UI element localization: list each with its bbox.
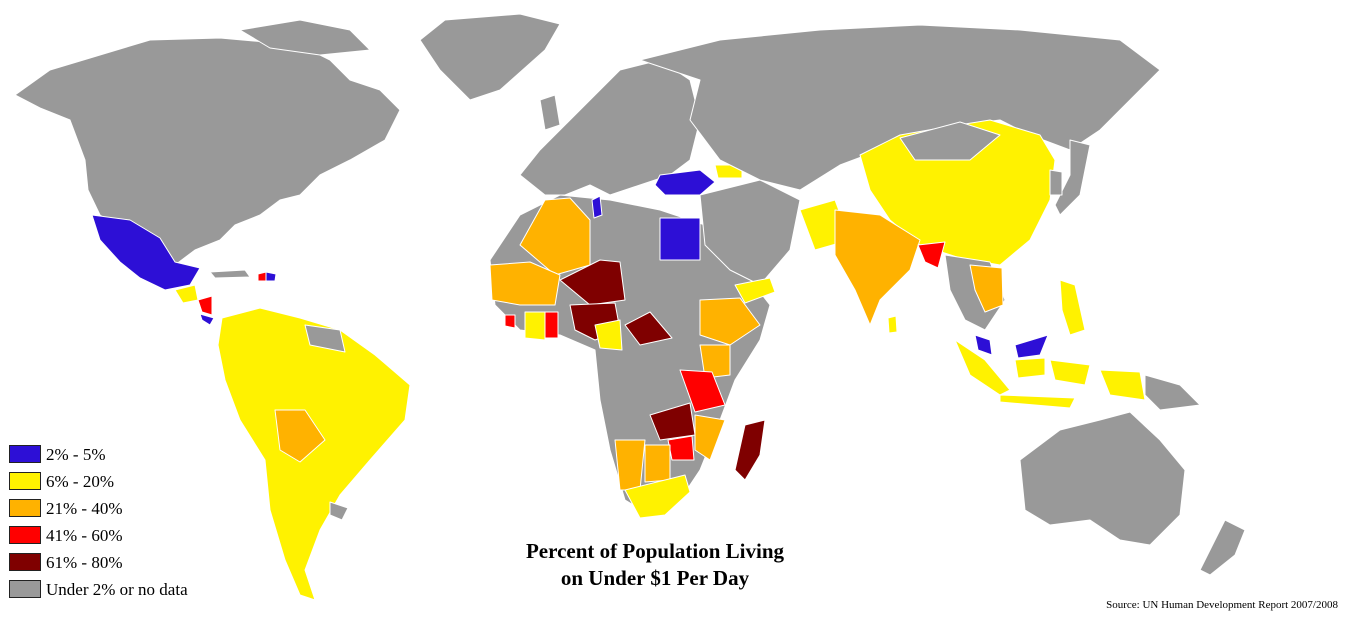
legend-label-41-60: 41% - 60% <box>46 526 123 545</box>
country-malaysia <box>974 334 1049 359</box>
region-middle-east <box>699 179 801 286</box>
legend-swatch-6-20 <box>9 472 41 490</box>
legend-label-6-20: 6% - 20% <box>46 472 114 491</box>
country-japan <box>1054 139 1091 216</box>
country-tanzania <box>679 369 726 413</box>
country-central-african-republic <box>624 311 673 346</box>
region-australia <box>1019 411 1186 546</box>
region-uk-ireland <box>539 94 561 131</box>
country-cuba <box>209 269 251 279</box>
legend-label-2-5: 2% - 5% <box>46 445 106 464</box>
country-yemen <box>734 277 776 304</box>
country-ethiopia <box>699 297 761 346</box>
country-laos-cambodia <box>969 264 1004 313</box>
country-cameroon <box>594 319 623 351</box>
country-bolivia <box>274 409 326 463</box>
country-korea <box>1049 169 1063 196</box>
country-bangladesh <box>917 241 946 269</box>
country-new-zealand <box>1199 519 1246 576</box>
region-north-america <box>14 37 401 266</box>
legend-label-21-40: 21% - 40% <box>46 499 123 518</box>
country-zimbabwe <box>667 435 695 461</box>
country-tunisia <box>591 195 603 219</box>
legend-swatch-no-data <box>9 580 41 598</box>
country-indonesia <box>954 339 1146 409</box>
country-sri-lanka <box>887 315 898 334</box>
country-ghana <box>544 311 559 339</box>
map-title-line-2: on Under $1 Per Day <box>560 566 750 590</box>
country-mongolia <box>899 121 1001 161</box>
country-nicaragua <box>197 295 213 316</box>
country-namibia <box>614 439 646 491</box>
legend-swatch-2-5 <box>9 445 41 463</box>
region-guianas <box>304 324 346 353</box>
country-south-africa <box>624 474 691 519</box>
country-india <box>834 209 921 326</box>
country-ivory-coast <box>524 311 546 341</box>
country-madagascar <box>734 419 766 481</box>
region-canadian-arctic <box>239 19 371 56</box>
legend-swatch-41-60 <box>9 526 41 544</box>
legend-swatch-61-80 <box>9 553 41 571</box>
country-uruguay <box>329 501 349 521</box>
country-niger-mali <box>559 259 626 306</box>
country-kenya <box>699 344 731 379</box>
region-new-guinea <box>1144 374 1201 411</box>
country-haiti <box>257 271 267 282</box>
country-dominican-republic <box>265 271 277 282</box>
region-europe <box>519 59 701 196</box>
legend-label-no-data: Under 2% or no data <box>46 580 188 599</box>
legend-swatch-21-40 <box>9 499 41 517</box>
country-sierra-leone <box>504 314 516 329</box>
region-south-america <box>217 307 411 601</box>
country-mexico <box>91 214 201 291</box>
country-botswana <box>644 444 671 483</box>
map-title-line-1: Percent of Population Living <box>525 539 785 563</box>
region-greenland <box>419 13 561 101</box>
map-title: Percent of Population Living on Under $1… <box>470 538 840 592</box>
country-malawi-mozambique <box>694 414 726 461</box>
source-note: Source: UN Human Development Report 2007… <box>1106 599 1338 611</box>
country-philippines <box>1059 279 1086 336</box>
legend-label-61-80: 61% - 80% <box>46 553 123 572</box>
country-costa-rica-panama <box>199 313 215 326</box>
country-egypt <box>659 217 701 261</box>
region-west-africa-sahel <box>489 261 561 306</box>
